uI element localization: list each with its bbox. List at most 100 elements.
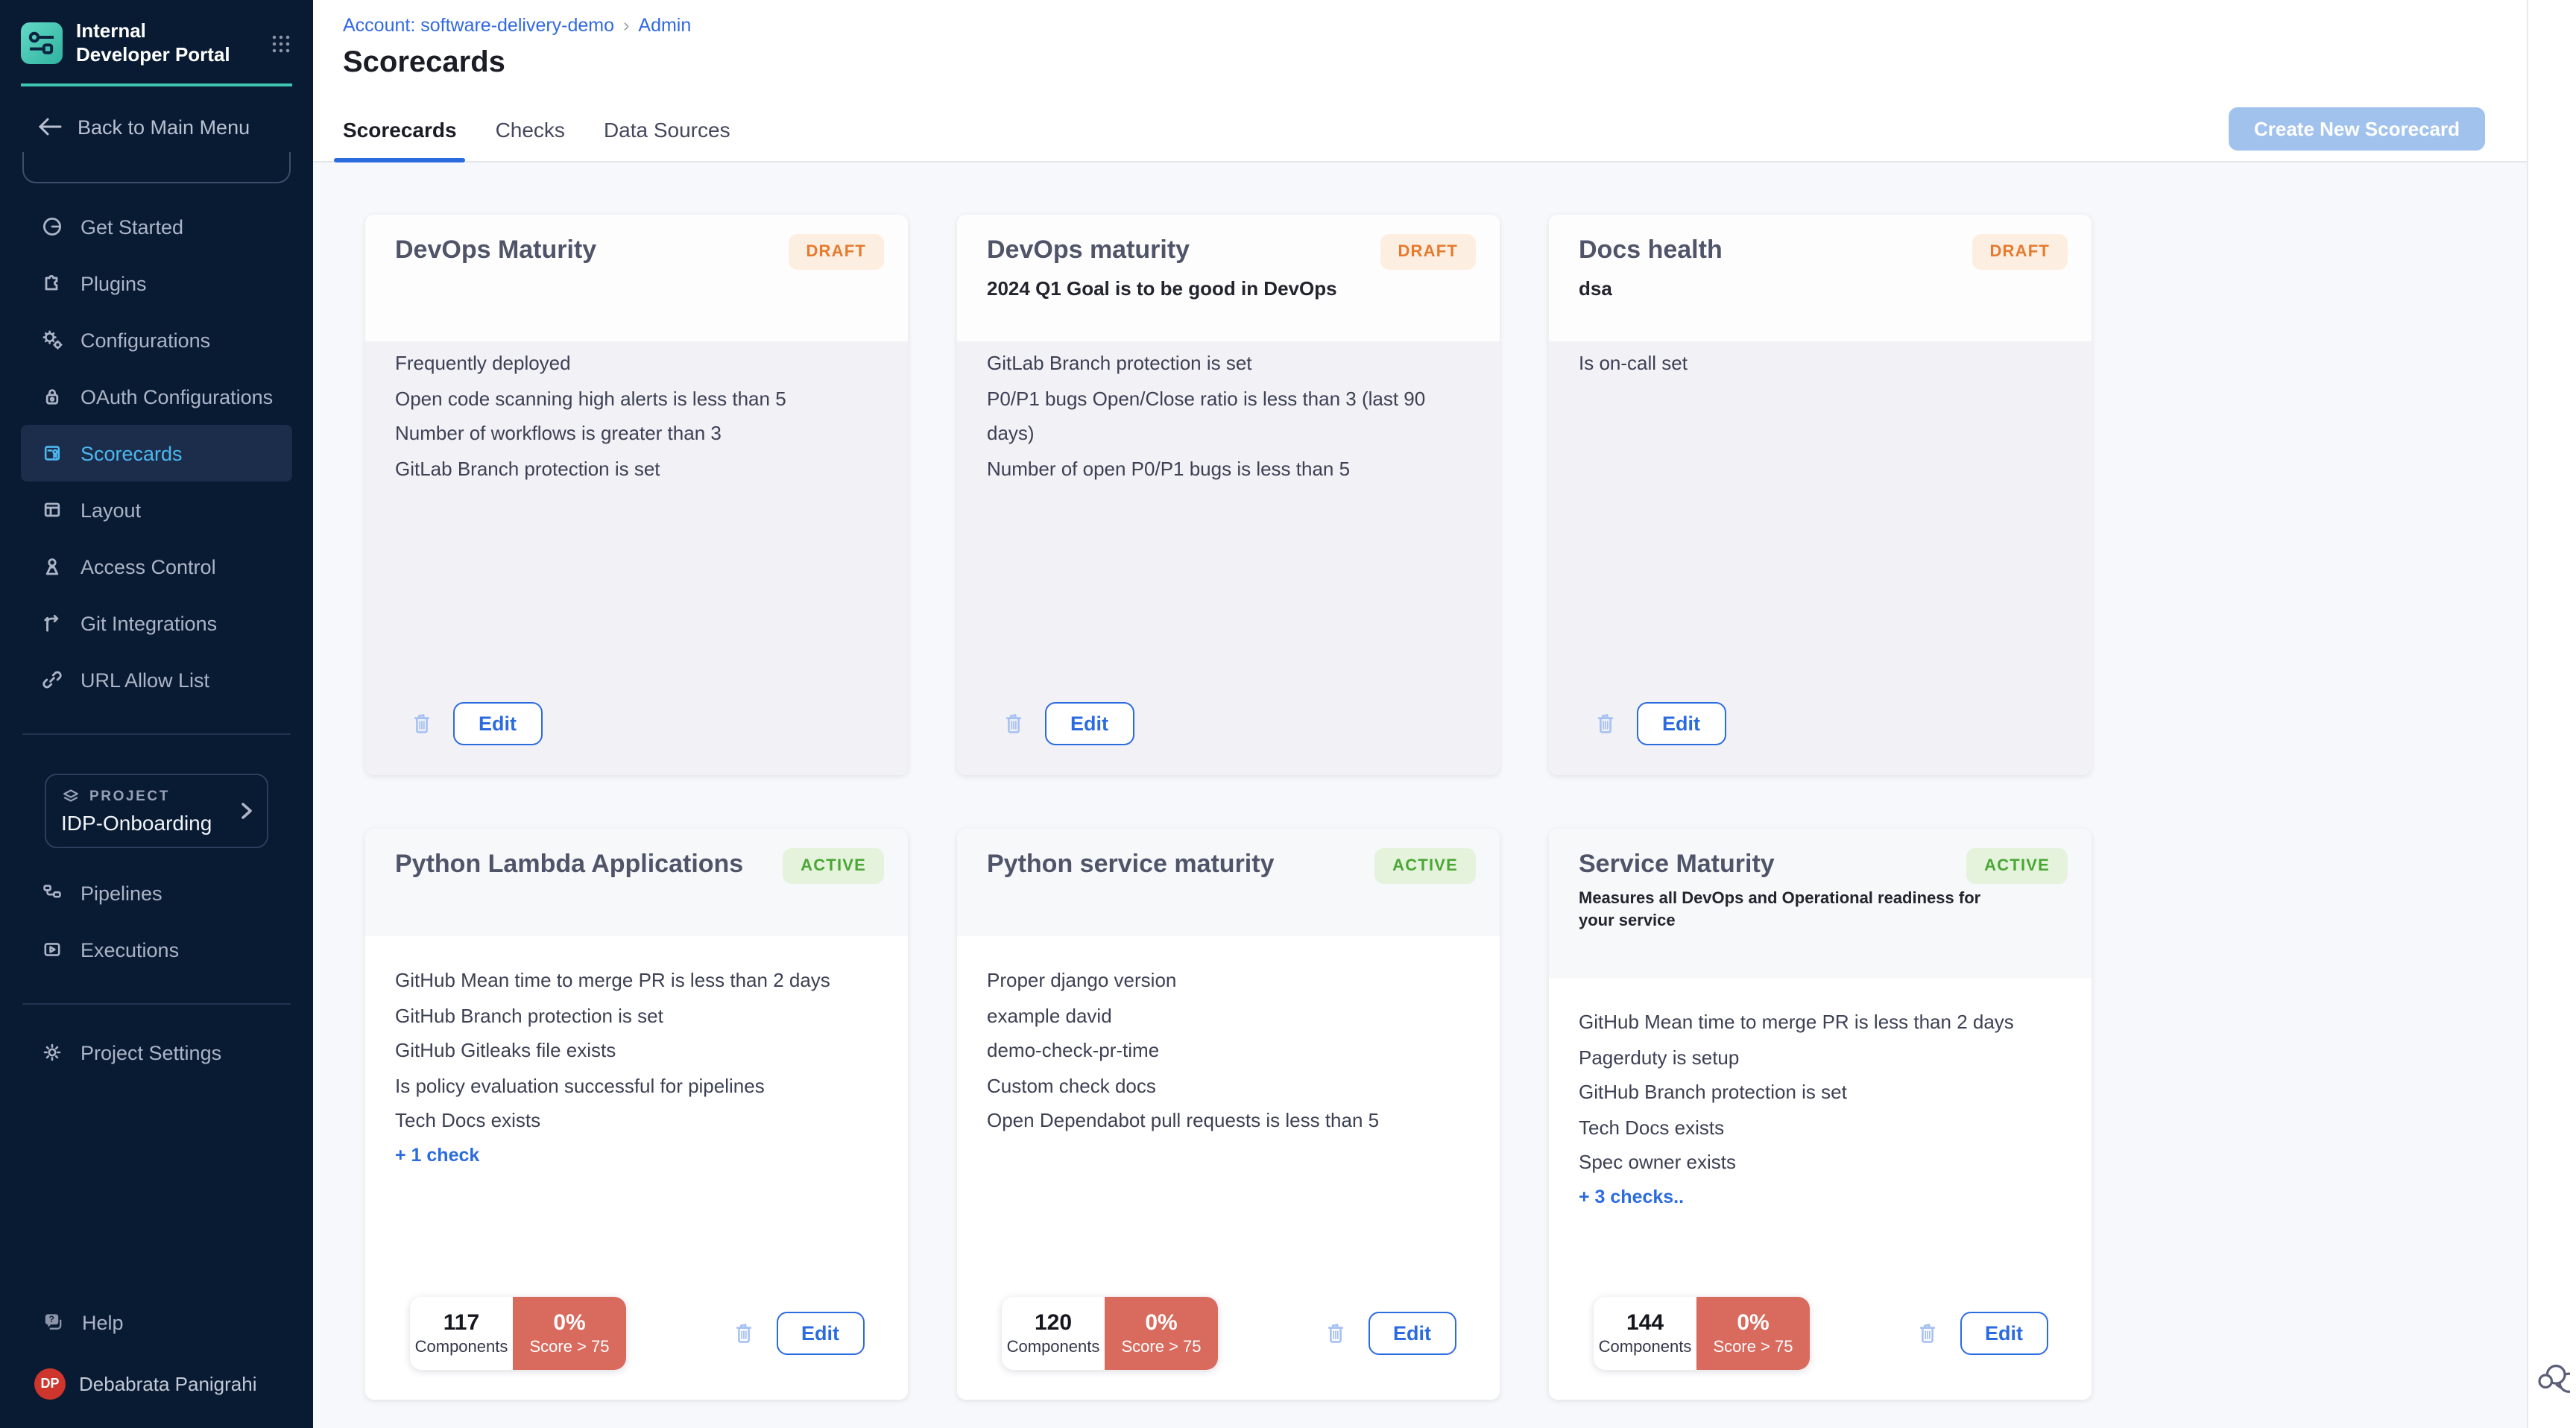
sidebar-item-layout[interactable]: Layout [21, 481, 292, 538]
sidebar-item-oauth-configurations[interactable]: OAuth Configurations [21, 368, 292, 425]
card-header: Service Maturity ACTIVE Measures all Dev… [1549, 829, 2092, 978]
brand-title: Internal Developer Portal [76, 19, 230, 66]
check-item: Tech Docs exists [395, 1109, 541, 1131]
card-title: DevOps maturity [987, 236, 1190, 264]
sidebar-item-label: Configurations [80, 329, 211, 351]
sidebar-item-project-settings[interactable]: Project Settings [21, 1024, 292, 1081]
module-switcher-outline [22, 152, 291, 183]
components-label: Components [1006, 1339, 1100, 1356]
edit-button[interactable]: Edit [1960, 1312, 2048, 1355]
check-item: P0/P1 bugs Open/Close ratio is less than… [987, 387, 1426, 444]
edit-button[interactable]: Edit [1637, 702, 1726, 745]
check-item: Frequently deployed [395, 352, 571, 374]
sidebar-item-get-started[interactable]: Get Started [21, 198, 292, 255]
brand-divider [21, 83, 292, 86]
score-percent: 0% [1145, 1310, 1178, 1336]
breadcrumb-admin-link[interactable]: Admin [638, 15, 692, 36]
page-header: Account: software-delivery-demo › Admin … [313, 0, 2527, 97]
check-item: GitHub Gitleaks file exists [395, 1039, 616, 1061]
sidebar-item-url-allow-list[interactable]: URL Allow List [21, 651, 292, 708]
breadcrumb-separator: › [623, 15, 630, 36]
app-grid-icon[interactable] [270, 32, 292, 54]
check-item: GitHub Branch protection is set [1579, 1081, 1847, 1103]
check-item: GitHub Mean time to merge PR is less tha… [395, 969, 830, 991]
card-header: Python Lambda Applications ACTIVE [365, 829, 908, 936]
page-title: Scorecards [343, 46, 505, 79]
sidebar-item-label: Project Settings [80, 1041, 222, 1064]
sidebar-item-label: Plugins [80, 272, 147, 294]
more-checks-link[interactable]: + 1 check [395, 1144, 480, 1165]
scorecard-icon [40, 441, 64, 465]
scorecard-card-devops-maturity: DevOps Maturity DRAFT Frequently deploye… [365, 215, 908, 775]
check-item: GitLab Branch protection is set [987, 352, 1252, 374]
check-item: GitHub Mean time to merge PR is less tha… [1579, 1011, 2014, 1033]
check-item: Number of open P0/P1 bugs is less than 5 [987, 457, 1351, 479]
edit-button[interactable]: Edit [453, 702, 542, 745]
puzzle-icon [40, 271, 64, 295]
delete-icon[interactable] [1915, 1321, 1939, 1346]
delete-icon[interactable] [1323, 1321, 1347, 1346]
right-gutter [2527, 0, 2576, 1428]
back-to-main-menu[interactable]: Back to Main Menu [0, 101, 313, 152]
breadcrumb-account-link[interactable]: Account: software-delivery-demo [343, 15, 615, 36]
score-summary: 144 Components 0% Score > 75 [1594, 1297, 1810, 1370]
support-chat-icon[interactable] [2534, 1359, 2570, 1395]
sidebar-item-configurations[interactable]: Configurations [21, 312, 292, 368]
sidebar: Internal Developer Portal Back to Main M… [0, 0, 313, 1428]
help-chat-icon: ? [40, 1309, 66, 1335]
card-description: 2024 Q1 Goal is to be good in DevOps [987, 277, 1337, 300]
sidebar-item-label: Executions [80, 938, 180, 961]
scorecards-content: DevOps Maturity DRAFT Frequently deploye… [313, 162, 2527, 1428]
play-icon [40, 938, 64, 961]
check-item: Pagerduty is setup [1579, 1046, 1740, 1068]
check-item: GitLab Branch protection is set [395, 457, 660, 479]
more-checks-link[interactable]: + 3 checks.. [1579, 1186, 1685, 1207]
chevron-right-icon [237, 800, 255, 821]
edit-button[interactable]: Edit [1368, 1312, 1456, 1355]
sidebar-item-help[interactable]: ? Help [21, 1294, 292, 1350]
pipeline-icon [40, 881, 64, 905]
card-description: dsa [1579, 277, 1612, 300]
sidebar-divider [22, 733, 291, 735]
sidebar-item-label: Pipelines [80, 882, 162, 904]
delete-icon[interactable] [410, 711, 434, 736]
delete-icon[interactable] [1594, 711, 1617, 736]
delete-icon[interactable] [731, 1321, 755, 1346]
sidebar-item-git-integrations[interactable]: Git Integrations [21, 595, 292, 651]
help-label: Help [82, 1311, 124, 1333]
project-selector[interactable]: PROJECT IDP-Onboarding [45, 774, 268, 848]
card-title: Python Lambda Applications [395, 850, 744, 878]
avatar: DP [34, 1368, 66, 1399]
sidebar-item-plugins[interactable]: Plugins [21, 255, 292, 312]
sidebar-item-executions[interactable]: Executions [21, 921, 292, 978]
check-item: demo-check-pr-time [987, 1039, 1160, 1061]
tab-scorecards[interactable]: Scorecards [333, 97, 467, 162]
edit-button[interactable]: Edit [776, 1312, 865, 1355]
check-item: Is policy evaluation successful for pipe… [395, 1074, 765, 1096]
brand-header: Internal Developer Portal [0, 0, 313, 83]
sidebar-item-pipelines[interactable]: Pipelines [21, 865, 292, 921]
svg-text:?: ? [49, 1313, 54, 1324]
sidebar-item-label: Access Control [80, 555, 216, 578]
branch-icon [40, 611, 64, 635]
tab-data-sources[interactable]: Data Sources [603, 117, 730, 141]
main-area: Account: software-delivery-demo › Admin … [313, 0, 2527, 1428]
delete-icon[interactable] [1002, 711, 1026, 736]
scorecards-grid: DevOps Maturity DRAFT Frequently deploye… [365, 215, 2527, 1400]
link-icon [40, 668, 64, 692]
card-header: Python service maturity ACTIVE [957, 829, 1500, 936]
edit-button[interactable]: Edit [1045, 702, 1134, 745]
components-label: Components [414, 1339, 508, 1356]
tab-checks[interactable]: Checks [495, 117, 565, 141]
check-item: GitHub Branch protection is set [395, 1004, 663, 1026]
user-menu[interactable]: DP Debabrata Panigrahi [0, 1350, 313, 1416]
status-badge: DRAFT [1972, 234, 2068, 270]
status-badge: ACTIVE [1966, 848, 2068, 884]
sidebar-item-label: OAuth Configurations [80, 385, 274, 408]
sidebar-item-access-control[interactable]: Access Control [21, 538, 292, 595]
card-body: GitLab Branch protection is set P0/P1 bu… [957, 341, 1500, 775]
create-new-scorecard-button[interactable]: Create New Scorecard [2228, 107, 2485, 151]
check-item: Open code scanning high alerts is less t… [395, 387, 786, 409]
sidebar-item-scorecards[interactable]: Scorecards [21, 425, 292, 481]
components-label: Components [1598, 1339, 1692, 1356]
